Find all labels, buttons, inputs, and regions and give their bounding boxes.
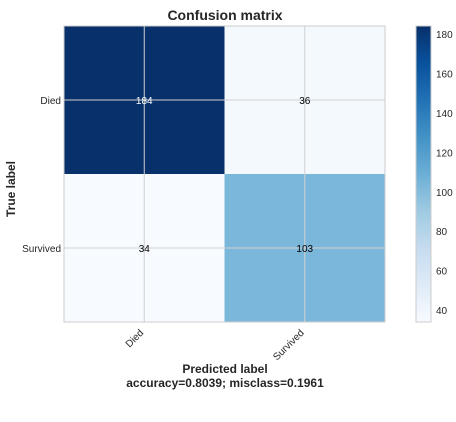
colorbar-tick-label: 80 [436,227,448,238]
x-axis-ticks: Died Survived [124,328,307,363]
colorbar-tick-label: 180 [436,30,453,41]
y-axis-label: True label [4,161,18,217]
cell-value-label: 36 [299,96,311,107]
colorbar-tick-label: 120 [436,148,453,159]
y-tick-label: Survived [22,244,61,255]
colorbar-tick-label: 40 [436,306,448,317]
colorbar-tick-label: 60 [436,267,448,278]
cell-value-label: 103 [296,244,313,255]
colorbar-ticks: 40 60 80 100 120 140 160 180 [436,30,453,317]
y-axis-ticks: Died Survived [22,96,61,255]
colorbar [415,25,432,323]
heatmap-cells [64,26,385,322]
x-axis-label: Predicted label [182,362,267,376]
cell-value-label: 184 [136,96,153,107]
colorbar-tick-label: 160 [436,69,453,80]
chart-title: Confusion matrix [167,7,282,23]
y-tick-label: Died [40,96,61,107]
cell-value-label: 34 [139,244,151,255]
plot-frame [63,25,386,323]
cell-value-labels: 184 36 34 103 [136,96,314,255]
x-tick-label: Died [124,328,146,350]
colorbar-tick-label: 100 [436,188,453,199]
x-tick-label: Survived [271,328,306,363]
colorbar-tick-label: 140 [436,109,453,120]
gridlines [64,26,385,322]
x-axis-sublabel: accuracy=0.8039; misclass=0.1961 [126,376,324,390]
